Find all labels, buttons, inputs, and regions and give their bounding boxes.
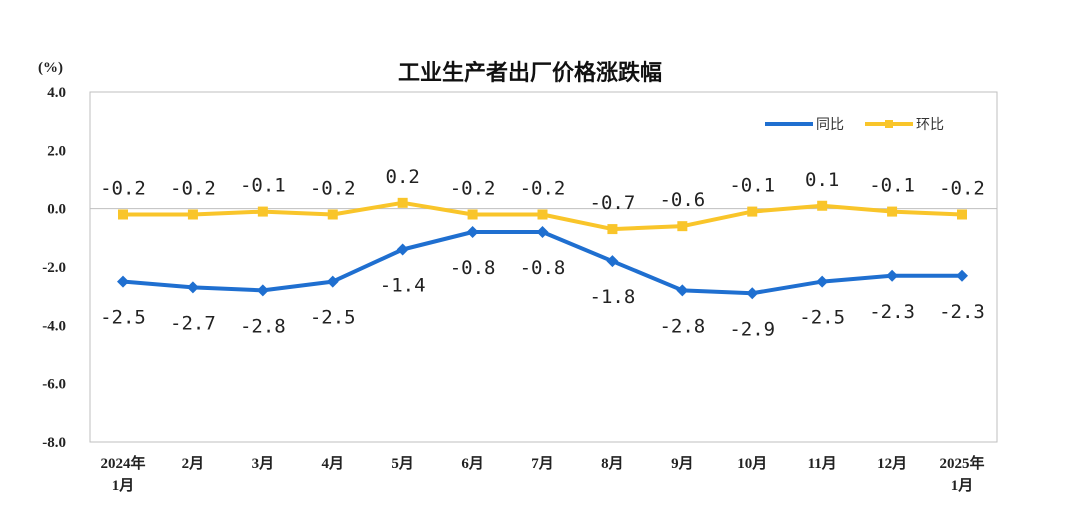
data-label: -0.2 bbox=[520, 178, 566, 200]
data-label: -2.5 bbox=[799, 307, 845, 329]
y-tick-label: -2.0 bbox=[42, 260, 66, 276]
x-tick-label: 1月 bbox=[112, 477, 135, 494]
data-point bbox=[467, 209, 478, 220]
data-point bbox=[956, 269, 968, 282]
x-tick-label: 9月 bbox=[671, 455, 694, 472]
data-point bbox=[187, 209, 198, 220]
data-point bbox=[537, 209, 548, 220]
data-point bbox=[536, 226, 549, 238]
data-point bbox=[887, 206, 898, 217]
data-point bbox=[186, 281, 199, 294]
data-label: 0.2 bbox=[386, 166, 420, 188]
data-point bbox=[466, 226, 479, 238]
legend-label: 同比 bbox=[816, 117, 844, 133]
data-label: -2.9 bbox=[729, 318, 775, 340]
x-tick-label: 6月 bbox=[461, 455, 484, 472]
data-point bbox=[816, 275, 829, 288]
legend-label: 环比 bbox=[916, 117, 944, 133]
chart-title: 工业生产者出厂价格涨跌幅 bbox=[398, 60, 662, 86]
x-tick-label: 5月 bbox=[391, 455, 414, 472]
data-point bbox=[397, 197, 408, 208]
data-label: -0.2 bbox=[450, 178, 496, 200]
data-point bbox=[886, 269, 899, 282]
data-label: -1.4 bbox=[380, 275, 426, 297]
data-label: -0.7 bbox=[590, 192, 636, 214]
y-tick-label: 4.0 bbox=[47, 85, 66, 101]
data-point bbox=[746, 287, 759, 300]
data-label: -2.7 bbox=[170, 312, 216, 334]
data-label: -0.2 bbox=[170, 178, 216, 200]
y-tick-label: 2.0 bbox=[47, 143, 66, 159]
x-tick-label: 2025年 bbox=[939, 454, 984, 472]
data-point bbox=[817, 200, 828, 211]
data-point bbox=[606, 255, 619, 268]
data-label: -0.2 bbox=[939, 178, 985, 200]
x-tick-label: 2024年 bbox=[100, 454, 145, 472]
data-point bbox=[326, 275, 339, 288]
data-label: -2.5 bbox=[100, 307, 146, 329]
y-tick-label: 0.0 bbox=[47, 202, 66, 218]
data-point bbox=[117, 275, 129, 288]
data-label: -2.5 bbox=[310, 307, 356, 329]
x-tick-label: 11月 bbox=[808, 455, 837, 472]
data-point bbox=[957, 209, 967, 220]
data-point bbox=[676, 284, 689, 297]
x-tick-label: 12月 bbox=[877, 455, 907, 472]
data-label: 0.1 bbox=[805, 169, 839, 191]
data-label: -2.8 bbox=[659, 315, 705, 337]
data-label: -0.8 bbox=[450, 257, 496, 279]
legend-marker bbox=[885, 120, 893, 128]
x-tick-label: 4月 bbox=[321, 455, 344, 472]
data-label: -0.1 bbox=[869, 175, 915, 197]
data-point bbox=[396, 243, 409, 256]
data-label: -0.2 bbox=[310, 178, 356, 200]
data-point bbox=[256, 284, 269, 297]
plot-area bbox=[89, 91, 998, 443]
x-tick-label: 2月 bbox=[182, 455, 205, 472]
data-point bbox=[747, 206, 758, 217]
data-label: -2.8 bbox=[240, 315, 286, 337]
data-label: -2.3 bbox=[939, 301, 985, 323]
x-tick-label: 1月 bbox=[951, 477, 974, 494]
x-tick-label: 7月 bbox=[531, 455, 554, 472]
y-tick-label: -8.0 bbox=[42, 435, 66, 451]
data-label: -0.1 bbox=[729, 175, 775, 197]
data-point bbox=[607, 224, 618, 235]
data-label: -0.8 bbox=[520, 257, 566, 279]
data-point bbox=[257, 206, 268, 217]
y-axis-unit: (%) bbox=[38, 60, 63, 76]
data-point bbox=[118, 209, 128, 220]
data-point bbox=[677, 221, 688, 232]
data-label: -0.6 bbox=[659, 189, 705, 211]
data-label: -2.3 bbox=[869, 301, 915, 323]
y-tick-label: -6.0 bbox=[42, 377, 66, 393]
x-tick-label: 10月 bbox=[737, 455, 767, 472]
y-tick-label: -4.0 bbox=[42, 318, 66, 334]
x-tick-label: 8月 bbox=[601, 455, 624, 472]
data-label: -1.8 bbox=[590, 286, 636, 308]
x-tick-label: 3月 bbox=[252, 455, 275, 472]
data-label: -0.1 bbox=[240, 175, 286, 197]
data-label: -0.2 bbox=[100, 178, 146, 200]
data-point bbox=[327, 209, 338, 220]
